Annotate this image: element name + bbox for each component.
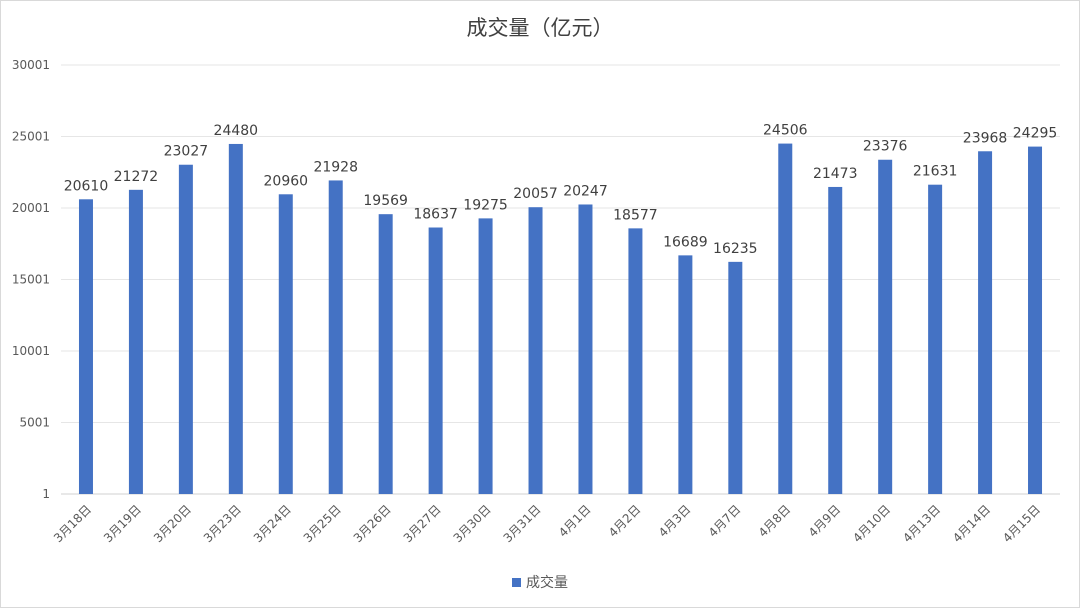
bar — [678, 255, 693, 494]
bar — [728, 261, 743, 494]
x-tick-label: 3月24日 — [251, 502, 294, 545]
chart-title: 成交量（亿元） — [466, 16, 614, 40]
data-label: 21272 — [114, 169, 159, 185]
y-tick-label: 1 — [42, 487, 50, 501]
data-label: 20057 — [513, 186, 558, 202]
y-tick-label: 15001 — [12, 273, 50, 287]
data-label: 18577 — [613, 207, 658, 223]
bar — [428, 227, 443, 495]
bar — [78, 199, 93, 494]
data-label: 24295 — [1013, 126, 1058, 142]
bar — [228, 143, 243, 494]
x-tick-label: 3月18日 — [51, 502, 94, 545]
y-tick-label: 5001 — [19, 416, 50, 430]
bar — [328, 180, 343, 494]
data-label: 21473 — [813, 166, 858, 182]
data-label: 19275 — [463, 197, 508, 213]
x-tick-label: 3月25日 — [301, 502, 344, 545]
data-label: 24480 — [214, 123, 259, 139]
x-tick-label: 4月10日 — [850, 502, 893, 545]
data-label: 23968 — [963, 130, 1008, 146]
bar — [628, 228, 643, 494]
bar — [278, 194, 293, 494]
data-label: 23376 — [863, 139, 908, 155]
x-tick-label: 4月8日 — [756, 502, 794, 540]
bar — [778, 143, 793, 495]
x-tick-label: 4月9日 — [806, 502, 844, 540]
x-tick-label: 4月1日 — [556, 502, 594, 540]
y-tick-label: 20001 — [12, 201, 50, 215]
data-label: 21928 — [313, 159, 358, 175]
x-tick-label: 3月27日 — [401, 502, 444, 545]
gridlines — [61, 64, 1060, 495]
bar — [1028, 146, 1043, 494]
x-tick-label: 3月20日 — [151, 502, 194, 545]
x-tick-label: 4月14日 — [950, 502, 993, 545]
bar — [578, 204, 593, 495]
x-tick-label: 4月3日 — [656, 502, 694, 540]
bar — [478, 218, 493, 494]
bar — [378, 214, 393, 494]
data-label: 19569 — [363, 193, 408, 209]
data-label: 16235 — [713, 241, 758, 257]
bar — [828, 186, 843, 495]
x-tick-label: 4月7日 — [706, 502, 744, 540]
legend-label: 成交量 — [526, 575, 568, 591]
x-tick-label: 3月31日 — [501, 502, 544, 545]
bar — [128, 189, 143, 494]
data-label: 20247 — [563, 183, 608, 199]
data-label: 21631 — [913, 164, 958, 180]
x-tick-label: 4月13日 — [900, 502, 943, 545]
y-tick-label: 30001 — [12, 58, 50, 72]
data-label: 23027 — [164, 144, 209, 160]
x-axis: 3月18日 3月19日 3月20日 3月23日 3月24日 3月25日 3月26日 3月27日… — [51, 502, 1043, 545]
bar — [928, 184, 943, 495]
data-label: 20960 — [264, 173, 309, 189]
bar — [528, 207, 543, 494]
data-label: 24506 — [763, 123, 808, 139]
legend-swatch-icon — [512, 578, 521, 587]
x-tick-label: 3月30日 — [451, 502, 494, 545]
bar — [178, 164, 193, 494]
x-tick-label: 3月23日 — [201, 502, 244, 545]
data-label: 20610 — [64, 178, 109, 194]
legend: 成交量 — [0, 572, 1080, 592]
data-label: 18637 — [413, 207, 458, 223]
x-tick-label: 3月19日 — [101, 502, 144, 545]
x-tick-label: 3月26日 — [351, 502, 394, 545]
bar — [878, 159, 893, 495]
y-tick-label: 25001 — [12, 130, 50, 144]
x-tick-label: 4月2日 — [606, 502, 644, 540]
x-tick-label: 4月15日 — [1000, 502, 1043, 545]
bar-series — [78, 143, 1043, 495]
bar — [978, 151, 993, 494]
y-tick-label: 10001 — [12, 344, 50, 358]
data-label: 16689 — [663, 234, 708, 250]
